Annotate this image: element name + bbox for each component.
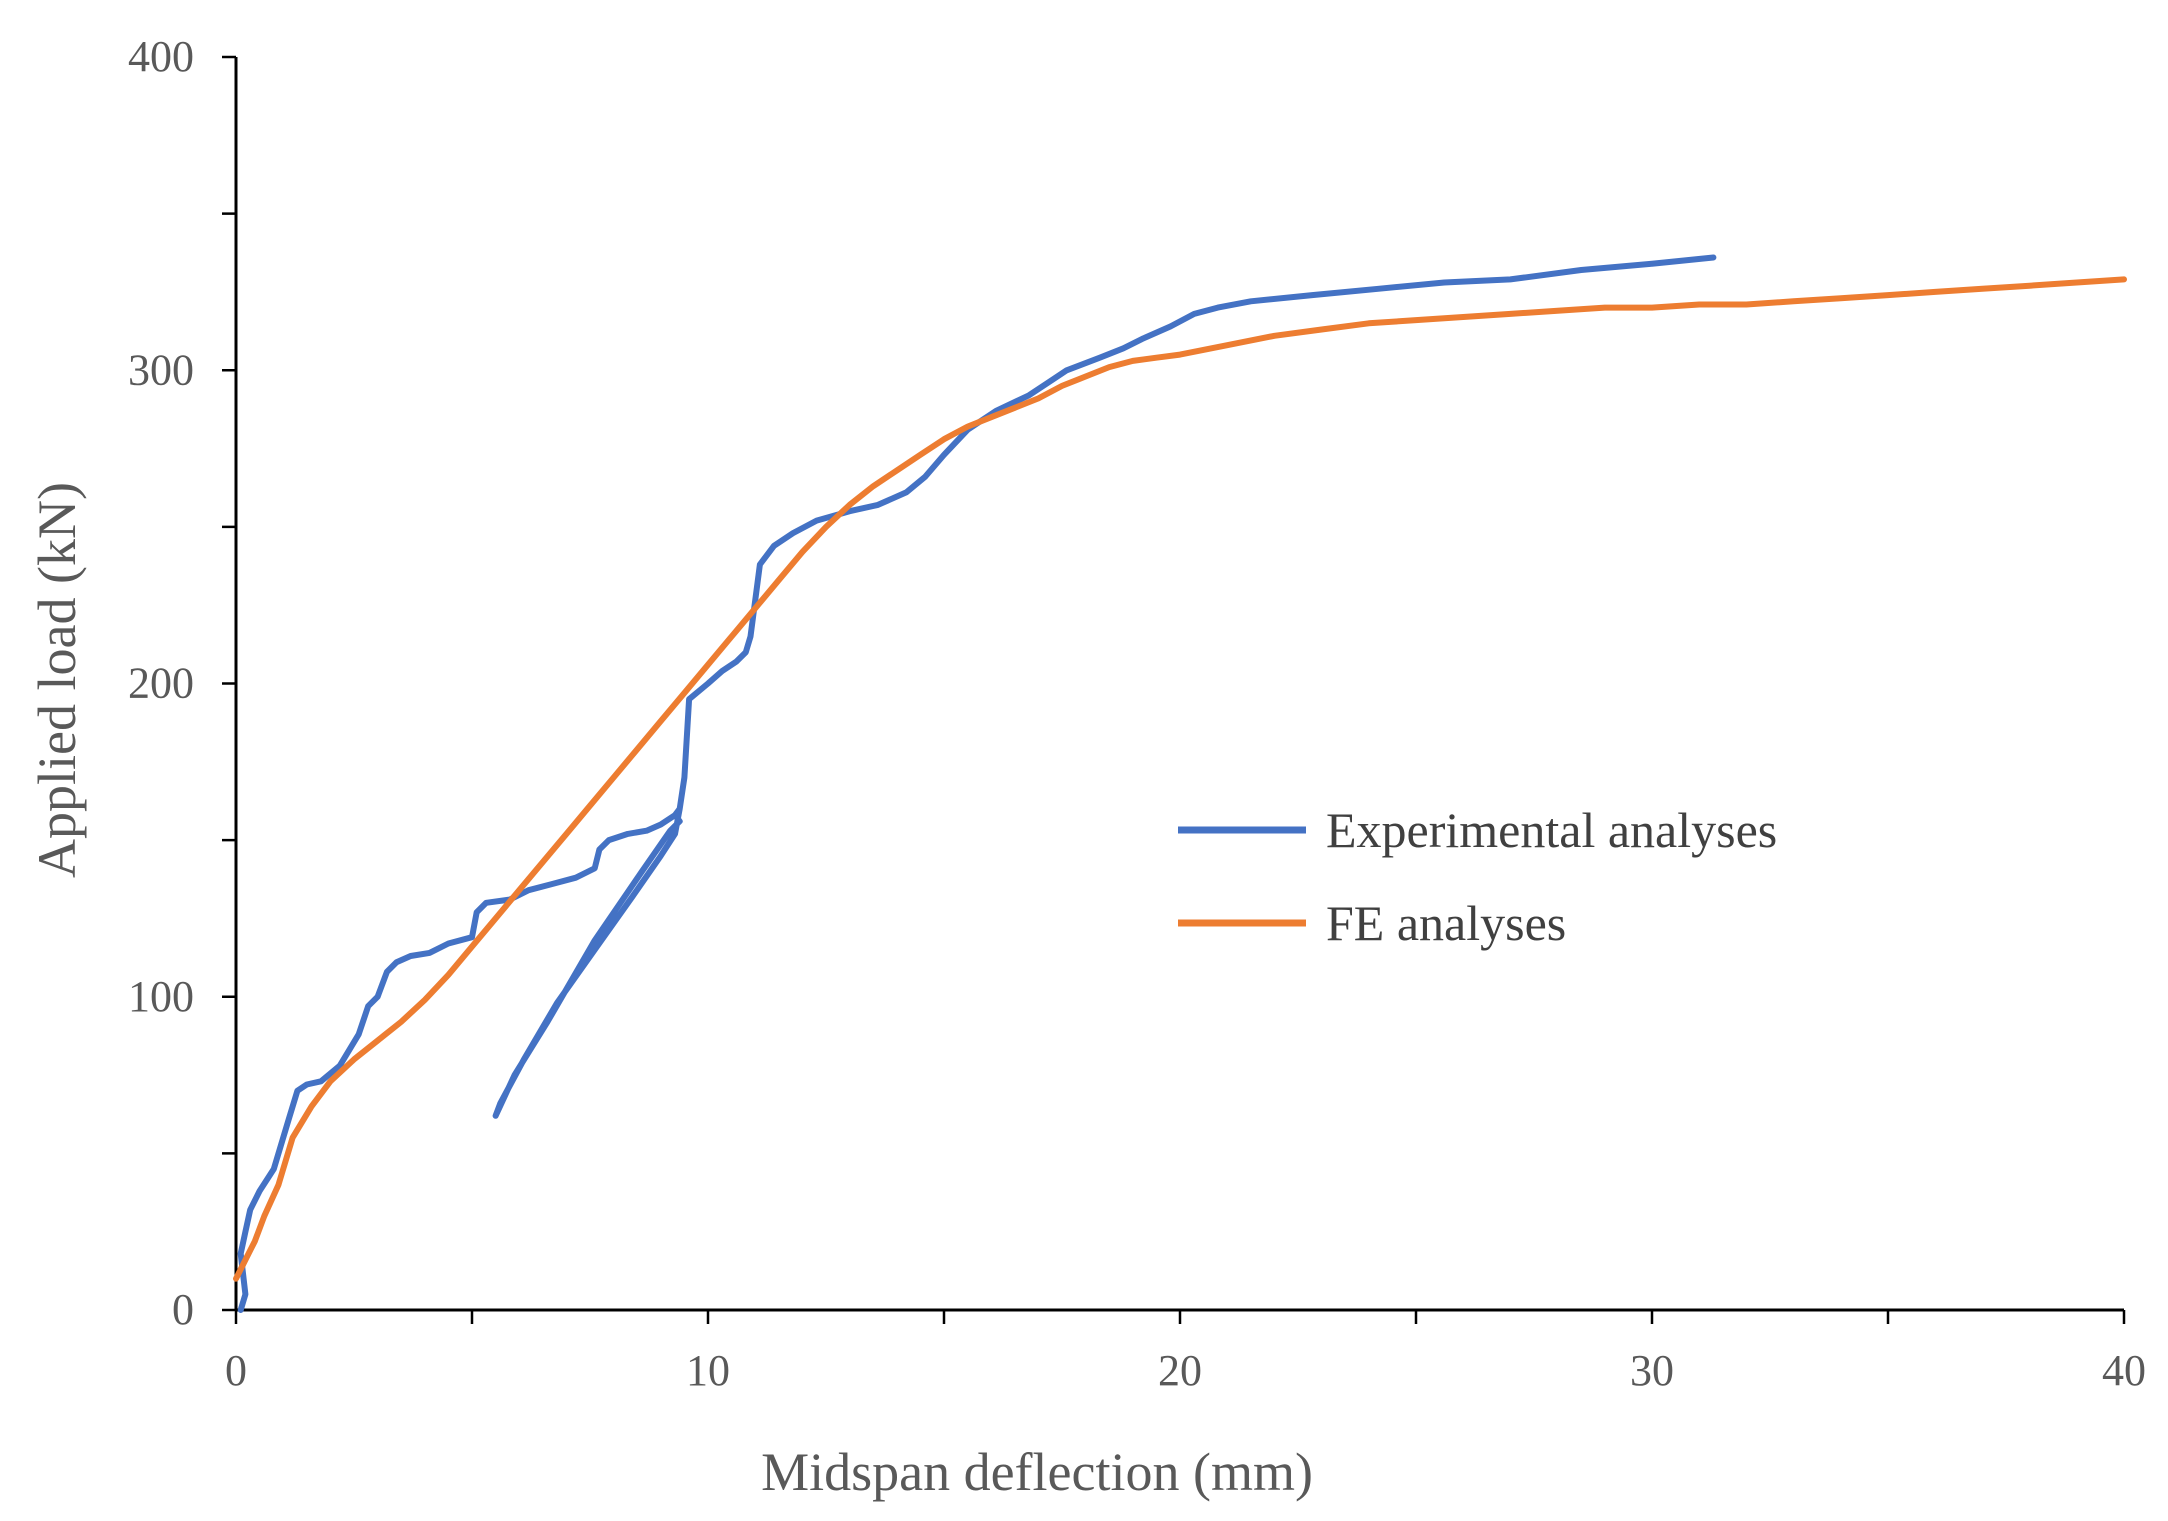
y-tick-label: 0 <box>172 1285 194 1334</box>
series-line-fe <box>233 276 2127 1282</box>
x-tick-label: 40 <box>2102 1346 2146 1395</box>
y-axis-ticks: 0 100 200 300 400 <box>128 32 236 1334</box>
series-layer <box>233 254 2127 1313</box>
y-tick-label: 400 <box>128 32 194 81</box>
x-axis-title: Midspan deflection (mm) <box>761 1442 1313 1502</box>
x-axis-ticks: 0 10 20 30 40 <box>225 1310 2146 1395</box>
x-tick-label: 30 <box>1630 1346 1674 1395</box>
legend-label: FE analyses <box>1326 895 1566 951</box>
axes: 0 100 200 300 400 0 10 20 30 40 <box>128 32 2146 1395</box>
x-tick-label: 0 <box>225 1346 247 1395</box>
y-tick-label: 200 <box>128 659 194 708</box>
x-tick-label: 10 <box>686 1346 730 1395</box>
y-tick-label: 300 <box>128 345 194 394</box>
x-tick-label: 20 <box>1158 1346 1202 1395</box>
y-tick-label: 100 <box>128 972 194 1021</box>
y-axis-title: Applied load (kN) <box>27 482 87 878</box>
series-line-experimental <box>237 254 1717 1313</box>
legend: Experimental analyses FE analyses <box>1178 802 1777 951</box>
legend-label: Experimental analyses <box>1326 802 1777 858</box>
